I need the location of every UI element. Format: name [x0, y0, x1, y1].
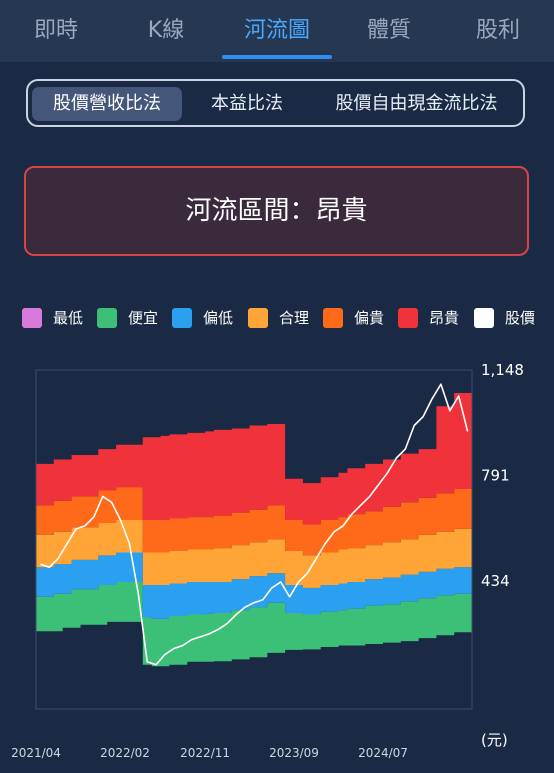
x-axis-ticks: 2021/04 2022/02 2022/11 2023/09 2024/07: [11, 746, 408, 760]
legend-label-low: 偏低: [203, 309, 234, 327]
y-axis-unit: (元): [481, 731, 508, 749]
x-tick-label: 2022/11: [180, 746, 230, 760]
y-tick-label: 434: [481, 572, 510, 590]
river-bands: [36, 393, 472, 667]
legend-swatch-lowest: [22, 308, 42, 328]
price-line-layer: [40, 383, 469, 666]
active-tab-underline: [222, 55, 332, 59]
legend-swatch-fair: [248, 308, 268, 328]
method-selector: 股價營收比法 本益比法 股價自由現金流比法: [26, 79, 525, 127]
river-chart[interactable]: 1,148 791 434 2021/04 2022/02 2022/11 2023/09…: [0, 355, 554, 773]
tab-river-chart[interactable]: 河流圖: [243, 18, 310, 43]
band-high: [36, 487, 472, 556]
x-tick-label: 2024/07: [358, 746, 408, 760]
tab-kline[interactable]: K線: [147, 18, 185, 43]
x-tick-label: 2022/02: [100, 746, 150, 760]
tab-dividends[interactable]: 股利: [475, 18, 520, 43]
legend-label-high: 偏貴: [354, 309, 385, 327]
plot-frame: [35, 369, 473, 710]
river-zone-label: 河流區間：昂貴: [185, 196, 368, 226]
tab-realtime[interactable]: 即時: [33, 18, 78, 43]
method-price-to-revenue[interactable]: 股價營收比法: [32, 87, 182, 121]
legend-swatch-high: [323, 308, 343, 328]
tab-fundamentals[interactable]: 體質: [366, 18, 411, 43]
legend-swatch-low: [172, 308, 192, 328]
chart-legend: 最低 便宜 偏低 合理 偏貴 昂貴 股價: [0, 305, 554, 331]
method-pe-ratio[interactable]: 本益比法: [211, 93, 283, 114]
legend-label-expensive: 昂貴: [429, 309, 460, 327]
band-expensive: [36, 393, 472, 525]
top-nav: 即時 K線 河流圖 體質 股利: [0, 0, 554, 62]
legend-swatch-cheap: [97, 308, 117, 328]
legend-swatch-price: [474, 308, 494, 328]
price-line: [40, 383, 469, 666]
legend-label-fair: 合理: [279, 309, 310, 327]
legend-label-lowest: 最低: [53, 309, 84, 327]
legend-label-price: 股價: [505, 309, 536, 327]
y-axis-ticks: 1,148 791 434: [481, 361, 524, 590]
river-zone-indicator: 河流區間：昂貴: [24, 166, 529, 256]
method-price-to-fcf[interactable]: 股價自由現金流比法: [335, 93, 498, 114]
legend-swatch-expensive: [398, 308, 418, 328]
x-tick-label: 2021/04: [11, 746, 61, 760]
band-low: [36, 552, 472, 619]
y-tick-label: 1,148: [481, 361, 524, 379]
legend-label-cheap: 便宜: [128, 309, 159, 327]
y-tick-label: 791: [481, 466, 510, 484]
band-fair: [36, 520, 472, 588]
x-tick-label: 2023/09: [269, 746, 319, 760]
